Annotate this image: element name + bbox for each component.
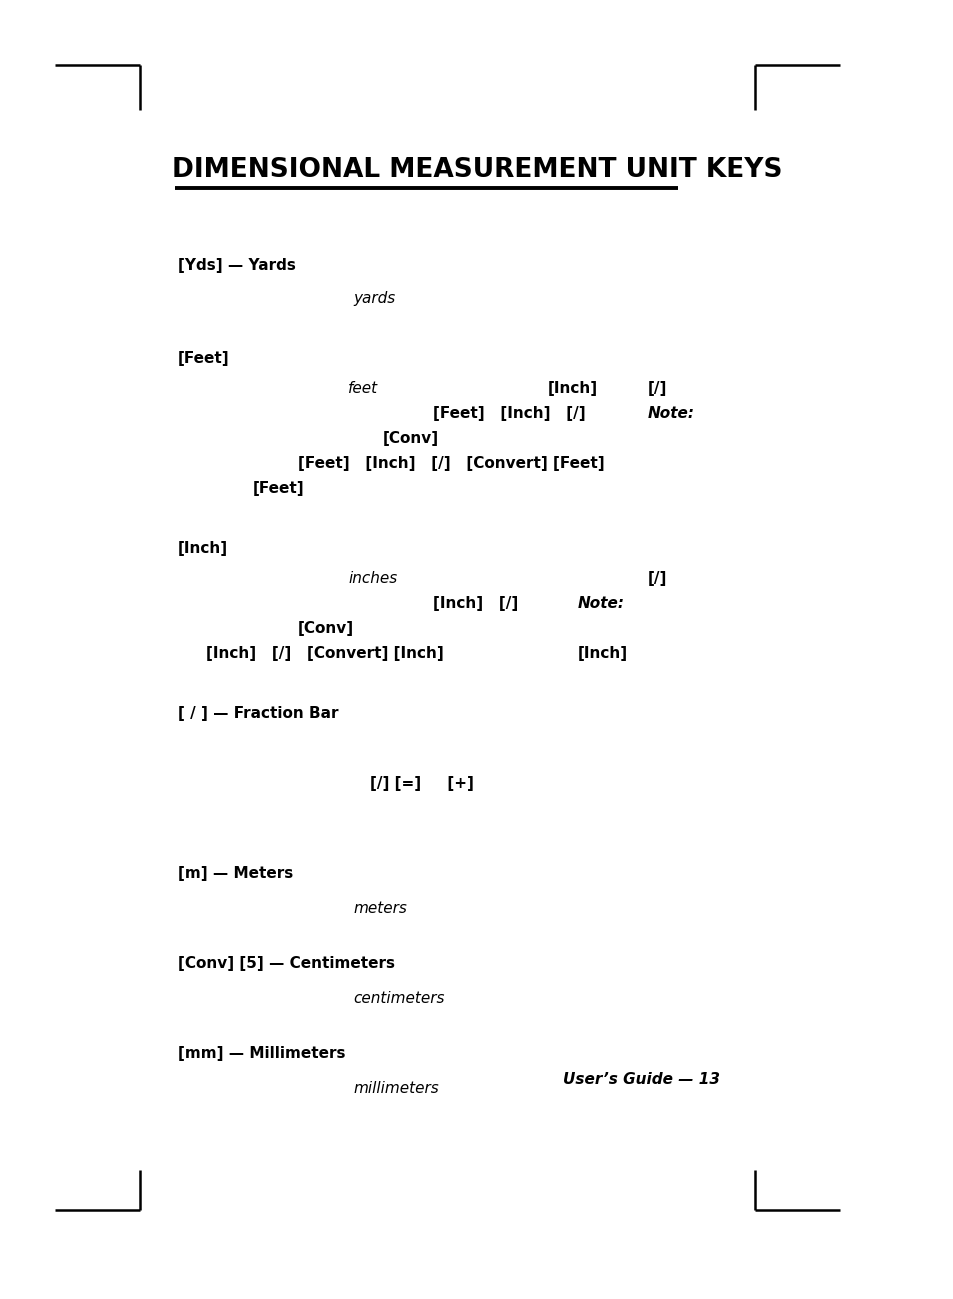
Text: User’s Guide — 13: User’s Guide — 13 [562,1072,720,1087]
Text: inches: inches [348,572,396,586]
Text: [Inch]: [Inch] [547,381,598,396]
Text: meters: meters [353,902,406,916]
Text: [Inch]   [/]   [Convert] [Inch]: [Inch] [/] [Convert] [Inch] [206,646,443,661]
Text: [Conv] [5] — Centimeters: [Conv] [5] — Centimeters [178,956,395,970]
Text: [Feet]   [Inch]   [/]   [Convert] [Feet]: [Feet] [Inch] [/] [Convert] [Feet] [297,456,604,472]
Text: [ / ] — Fraction Bar: [ / ] — Fraction Bar [178,705,338,721]
Text: [Inch]: [Inch] [578,646,627,661]
Text: [/]: [/] [647,572,667,586]
Text: millimeters: millimeters [353,1081,438,1096]
Text: [/]: [/] [647,381,667,396]
Text: feet: feet [348,381,377,396]
Text: [Conv]: [Conv] [382,431,438,446]
Text: Note:: Note: [578,596,624,611]
Text: [m] — Meters: [m] — Meters [178,866,293,881]
Text: [Inch]: [Inch] [178,540,228,556]
Text: [Feet]   [Inch]   [/]: [Feet] [Inch] [/] [433,407,585,421]
Text: [Feet]: [Feet] [253,481,304,496]
Text: [Conv]: [Conv] [297,621,354,637]
Text: DIMENSIONAL MEASUREMENT UNIT KEYS: DIMENSIONAL MEASUREMENT UNIT KEYS [172,157,781,183]
Text: yards: yards [353,291,395,307]
Text: [Inch]   [/]: [Inch] [/] [433,596,517,611]
Text: Note:: Note: [647,407,695,421]
Text: [mm] — Millimeters: [mm] — Millimeters [178,1046,345,1061]
Text: [Feet]: [Feet] [178,351,230,366]
Text: centimeters: centimeters [353,991,444,1005]
Text: [/] [=]     [+]: [/] [=] [+] [370,776,474,791]
Text: [Yds] — Yards: [Yds] — Yards [178,259,295,273]
